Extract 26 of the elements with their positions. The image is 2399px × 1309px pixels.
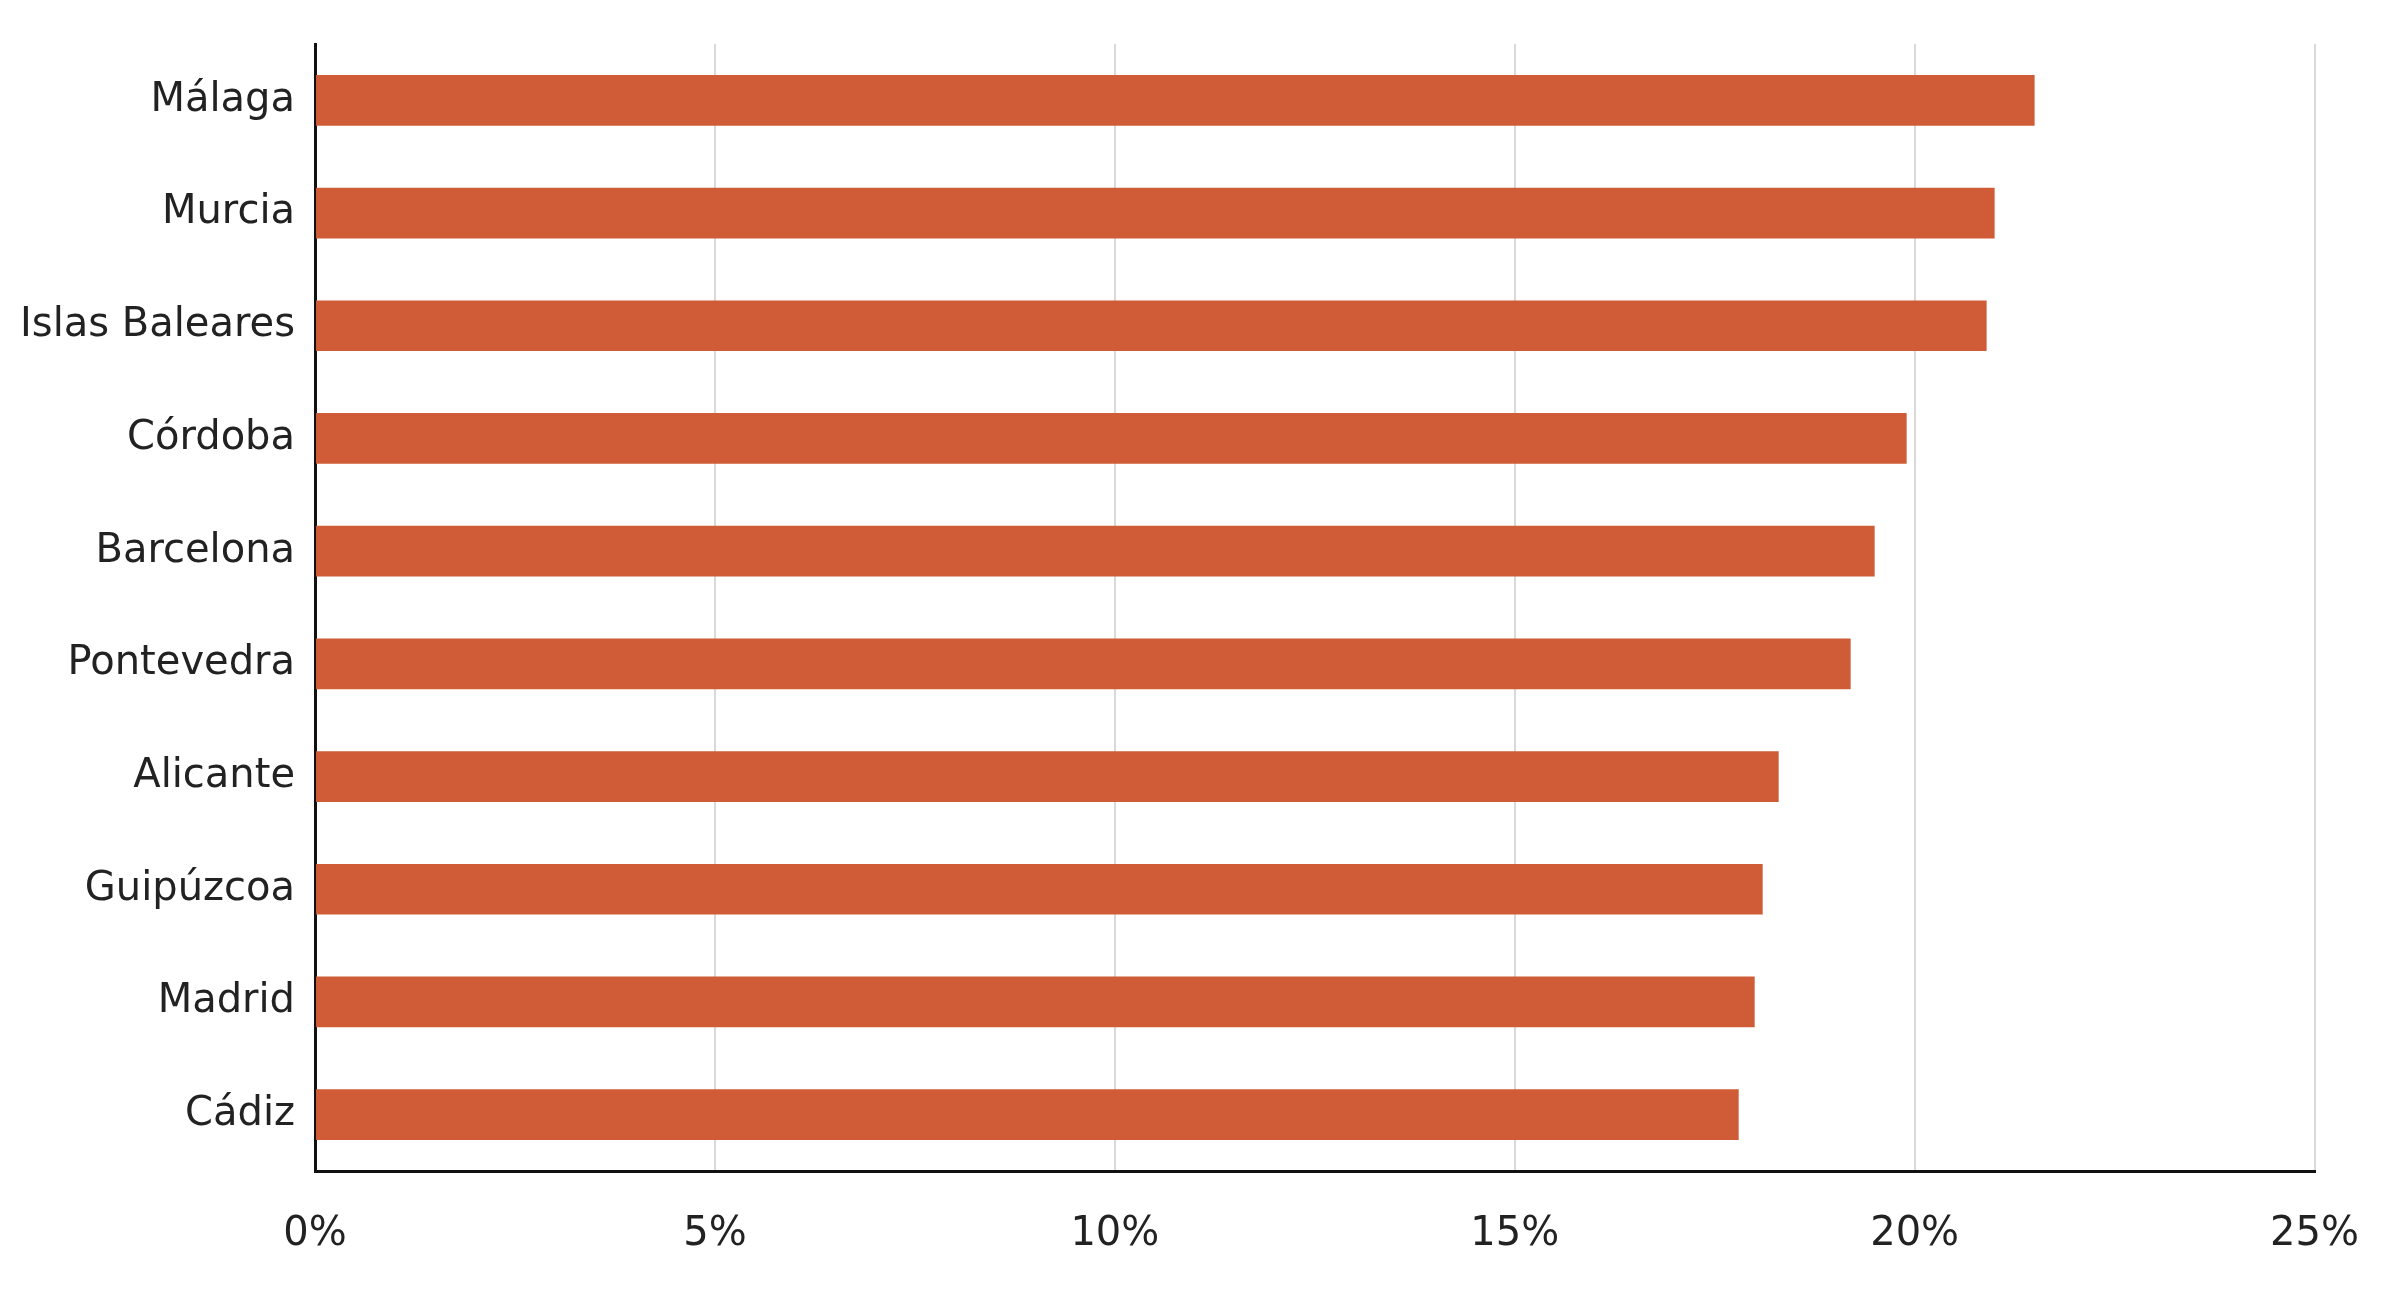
bar <box>316 863 1763 915</box>
x-tick-label: 20% <box>1870 1208 1960 1255</box>
y-tick-label: Barcelona <box>95 524 296 571</box>
bar <box>316 751 1779 802</box>
x-tick-label: 25% <box>2270 1208 2359 1255</box>
x-tick-label: 5% <box>683 1208 747 1255</box>
y-tick-label: Cádiz <box>185 1088 296 1135</box>
bar <box>316 638 1851 690</box>
bar <box>316 74 2035 126</box>
x-tick-label: 10% <box>1070 1208 1160 1255</box>
bar <box>316 525 1875 577</box>
bar <box>316 413 1907 464</box>
y-tick-label: Madrid <box>157 975 296 1022</box>
y-tick-label: Alicante <box>133 749 296 796</box>
y-tick-label: Málaga <box>150 73 296 120</box>
bar <box>316 976 1755 1028</box>
y-tick-label: Murcia <box>161 186 296 233</box>
x-tick-label: 15% <box>1470 1208 1560 1255</box>
y-tick-label: Pontevedra <box>67 637 296 684</box>
bar <box>316 300 1987 352</box>
bar <box>316 187 1995 239</box>
y-tick-label: Guipúzcoa <box>84 862 296 909</box>
y-tick-label: Córdoba <box>127 411 296 458</box>
y-tick-label: Islas Baleares <box>19 299 296 346</box>
x-tick-label: 0% <box>283 1208 347 1255</box>
bar <box>316 1089 1739 1141</box>
